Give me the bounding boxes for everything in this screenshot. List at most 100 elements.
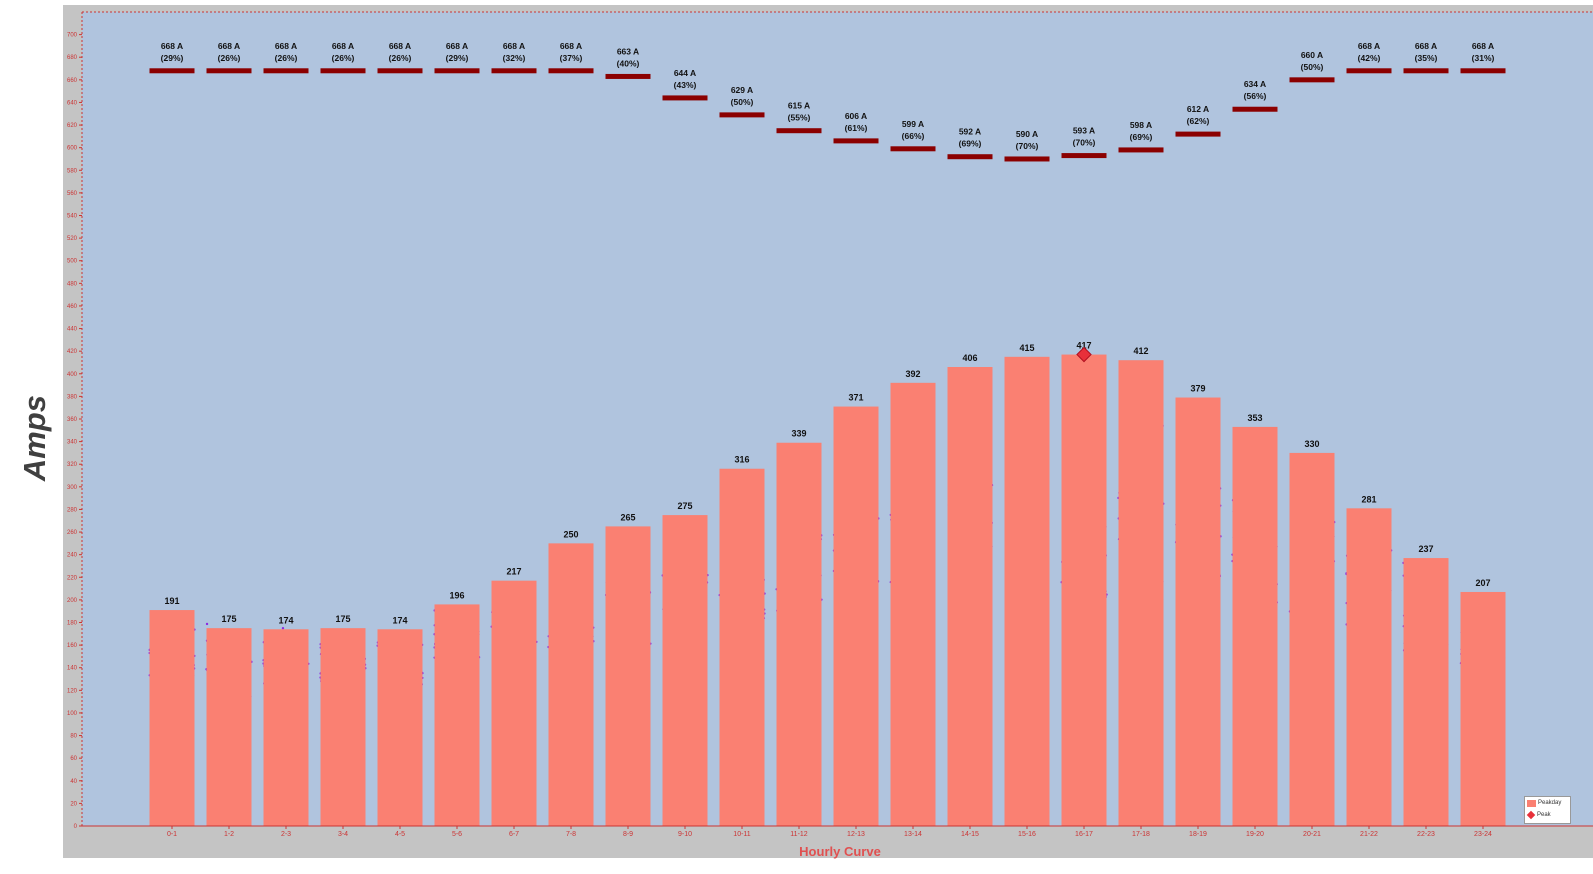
bar-value-label: 281 [1361, 494, 1376, 504]
y-tick-label: 200 [67, 598, 78, 604]
y-tick-label: 300 [67, 485, 78, 491]
bar [833, 406, 879, 826]
y-tick-label: 420 [67, 349, 78, 355]
bar-value-label: 330 [1304, 439, 1319, 449]
bar [1289, 452, 1335, 826]
y-tick-label: 500 [67, 259, 78, 265]
limit-label: 634 A [1244, 79, 1266, 89]
limit-percent-label: (50%) [731, 97, 754, 107]
labels-layer: 191 668 A (29%) 175 668 A (26%) 174 668 A (26%) 1… [161, 41, 1495, 625]
bar-value-label: 175 [335, 614, 350, 624]
limit-label: 668 A [1472, 41, 1494, 51]
bar-value-label: 415 [1019, 343, 1034, 353]
limit-label: 668 A [446, 41, 468, 51]
limit-percent-label: (40%) [617, 58, 640, 68]
bar [662, 515, 708, 826]
limit-label: 606 A [845, 111, 867, 121]
legend-item-peakday: Peakday [1525, 797, 1570, 809]
y-tick-label: 600 [67, 146, 78, 152]
x-tick-label: 17-18 [1132, 831, 1150, 838]
limit-label: 668 A [560, 41, 582, 51]
bar-value-label: 174 [392, 615, 407, 625]
limit-percent-label: (26%) [389, 53, 412, 63]
legend-label-peakday: Peakday [1538, 800, 1562, 806]
limit-percent-label: (26%) [218, 53, 241, 63]
bar-value-label: 392 [905, 369, 920, 379]
bar-value-label: 250 [563, 529, 578, 539]
bar-value-label: 191 [164, 596, 179, 606]
marker-layer [1076, 346, 1092, 363]
bar [1004, 356, 1050, 826]
bar [434, 604, 480, 826]
x-tick-label: 6-7 [509, 831, 519, 838]
y-tick-label: 240 [67, 553, 78, 559]
peak-marker [1076, 346, 1092, 363]
bar-value-label: 237 [1418, 544, 1433, 554]
limit-marker [1175, 131, 1221, 137]
bar-value-label: 196 [449, 590, 464, 600]
bar-value-label: 339 [791, 429, 806, 439]
limit-label: 593 A [1073, 126, 1095, 136]
x-tick-label: 15-16 [1018, 831, 1036, 838]
limit-marker [776, 128, 822, 134]
limit-label: 668 A [1415, 41, 1437, 51]
bar [320, 628, 366, 826]
limit-marker [377, 68, 423, 74]
limit-label: 592 A [959, 127, 981, 137]
y-tick-label: 660 [67, 78, 78, 84]
limit-percent-label: (55%) [788, 113, 811, 123]
bar [1061, 354, 1107, 826]
bar-value-label: 353 [1247, 413, 1262, 423]
axis-layer: 0 20 40 60 80 100 120 140 160 180 200 220 240 260 280 3… [67, 11, 1593, 838]
bar [947, 366, 993, 826]
limit-marker [947, 154, 993, 160]
limit-label: 590 A [1016, 129, 1038, 139]
bars-layer [149, 354, 1506, 826]
limit-label: 612 A [1187, 104, 1209, 114]
limit-marker [662, 95, 708, 101]
y-tick-label: 40 [70, 779, 77, 785]
x-tick-label: 16-17 [1075, 831, 1093, 838]
y-tick-label: 140 [67, 666, 78, 672]
limit-percent-label: (32%) [503, 53, 526, 63]
limit-label: 660 A [1301, 50, 1323, 60]
limit-label: 668 A [218, 41, 240, 51]
limit-marker [491, 68, 537, 74]
y-tick-label: 540 [67, 214, 78, 220]
limit-label: 644 A [674, 68, 696, 78]
bar [263, 629, 309, 826]
x-tick-label: 2-3 [281, 831, 291, 838]
limit-percent-label: (62%) [1187, 116, 1210, 126]
limit-percent-label: (31%) [1472, 53, 1495, 63]
limit-label: 668 A [389, 41, 411, 51]
limit-marker [1346, 68, 1392, 74]
limit-label: 668 A [275, 41, 297, 51]
y-tick-label: 260 [67, 530, 78, 536]
x-tick-label: 10-11 [733, 831, 750, 838]
limit-marker [1403, 68, 1449, 74]
limit-percent-label: (43%) [674, 80, 697, 90]
limit-label: 668 A [332, 41, 354, 51]
y-tick-label: 220 [67, 575, 78, 581]
bar [1346, 508, 1392, 826]
limit-marker [719, 112, 765, 118]
legend-item-peak: Peak [1525, 809, 1570, 821]
bar [206, 628, 252, 826]
limit-label: 629 A [731, 85, 753, 95]
limit-label: 668 A [503, 41, 525, 51]
limit-percent-label: (69%) [959, 139, 982, 149]
bar-value-label: 371 [848, 393, 863, 403]
bar [1403, 558, 1449, 826]
limit-percent-label: (61%) [845, 123, 868, 133]
y-tick-label: 180 [67, 621, 78, 627]
limit-marker [206, 68, 252, 74]
x-axis-title: Hourly Curve [799, 844, 881, 859]
y-tick-label: 460 [67, 304, 78, 310]
x-tick-label: 9-10 [678, 831, 692, 838]
y-tick-label: 380 [67, 394, 78, 400]
limit-percent-label: (66%) [902, 131, 925, 141]
bar-value-label: 316 [734, 455, 749, 465]
bar-value-label: 275 [677, 501, 692, 511]
y-tick-label: 640 [67, 100, 78, 106]
